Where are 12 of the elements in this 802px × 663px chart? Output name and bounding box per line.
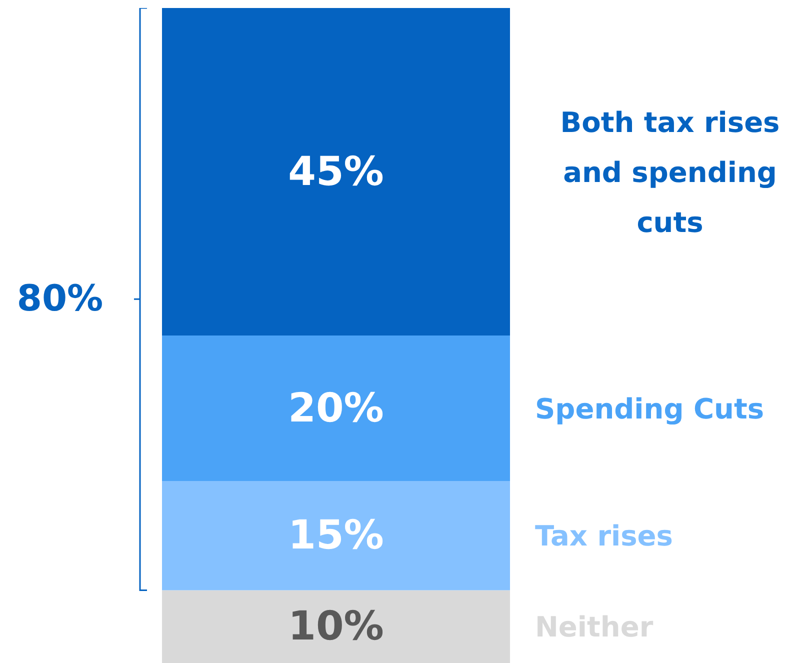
series-label: Spending Cuts: [535, 392, 764, 425]
data-label: 20%: [288, 385, 384, 432]
bar: [162, 336, 510, 482]
series-label: Both tax rises and spending cuts: [560, 105, 780, 238]
data-label: 10%: [288, 604, 384, 650]
data-label: 45%: [288, 148, 384, 195]
text: 80%: [16, 278, 104, 320]
series-label: Tax rises: [535, 519, 673, 552]
data-label: 15%: [288, 512, 384, 559]
bar: [162, 8, 510, 336]
bar: [162, 481, 510, 590]
bar: [162, 590, 510, 663]
